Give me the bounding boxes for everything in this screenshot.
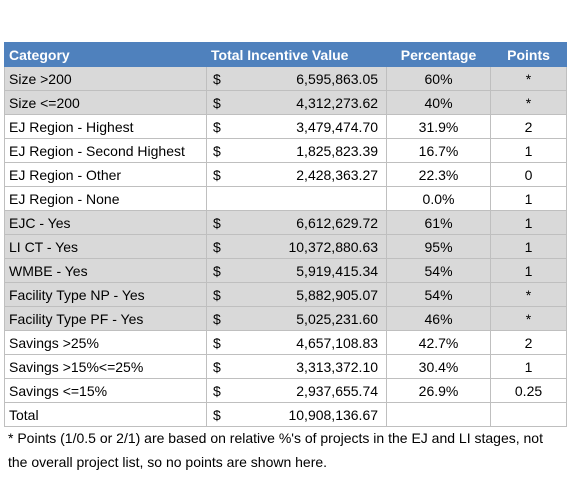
- category-cell: EJ Region - None: [4, 186, 207, 211]
- points-cell: *: [490, 66, 568, 91]
- table-row: EJC - Yes $6,612,629.72 61% 1: [4, 210, 568, 235]
- points-cell: 1: [490, 234, 568, 259]
- percentage-cell: 60%: [386, 66, 492, 91]
- points-cell: *: [490, 90, 568, 115]
- points-cell: 1: [490, 210, 568, 235]
- value-cell: 3,313,372.10: [228, 354, 388, 379]
- incentive-table: Category Total Incentive Value Percentag…: [4, 42, 568, 427]
- value-cell: 1,825,823.39: [228, 138, 388, 163]
- points-cell: [490, 402, 568, 427]
- table-row: Savings >15%<=25% $3,313,372.10 30.4% 1: [4, 354, 568, 379]
- value-cell: 5,919,415.34: [228, 258, 388, 283]
- header-row: Category Total Incentive Value Percentag…: [4, 42, 568, 67]
- header-cell: Points: [490, 42, 568, 67]
- category-cell: EJ Region - Second Highest: [4, 138, 207, 163]
- category-cell: EJC - Yes: [4, 210, 207, 235]
- category-cell: LI CT - Yes: [4, 234, 207, 259]
- table-container: Category Total Incentive Value Percentag…: [4, 42, 568, 427]
- value-cell: 4,312,273.62: [228, 90, 388, 115]
- points-cell: 1: [490, 258, 568, 283]
- points-cell: 2: [490, 330, 568, 355]
- value-cell: 5,882,905.07: [228, 282, 388, 307]
- table-row: EJ Region - Other $2,428,363.27 22.3% 0: [4, 162, 568, 187]
- table-row: WMBE - Yes $5,919,415.34 54% 1: [4, 258, 568, 283]
- table-row: Savings <=15% $2,937,655.74 26.9% 0.25: [4, 378, 568, 403]
- category-cell: Savings >25%: [4, 330, 207, 355]
- category-cell: Facility Type PF - Yes: [4, 306, 207, 331]
- percentage-cell: 22.3%: [386, 162, 492, 187]
- currency-cell: $: [206, 162, 229, 187]
- table-row: EJ Region - Highest $3,479,474.70 31.9% 2: [4, 114, 568, 139]
- value-cell: 4,657,108.83: [228, 330, 388, 355]
- percentage-cell: 61%: [386, 210, 492, 235]
- percentage-cell: 54%: [386, 258, 492, 283]
- category-cell: Total: [4, 402, 207, 427]
- category-cell: Facility Type NP - Yes: [4, 282, 207, 307]
- value-cell: 3,479,474.70: [228, 114, 388, 139]
- category-cell: EJ Region - Other: [4, 162, 207, 187]
- currency-cell: $: [206, 210, 229, 235]
- table-row: EJ Region - Second Highest $1,825,823.39 1…: [4, 138, 568, 163]
- points-cell: 0: [490, 162, 568, 187]
- value-cell: 10,908,136.67: [228, 402, 388, 427]
- percentage-cell: 0.0%: [386, 186, 492, 211]
- table-row: LI CT - Yes $10,372,880.63 95% 1: [4, 234, 568, 259]
- percentage-cell: 30.4%: [386, 354, 492, 379]
- currency-cell: $: [206, 138, 229, 163]
- currency-cell: $: [206, 402, 229, 427]
- value-cell: 2,937,655.74: [228, 378, 388, 403]
- category-cell: Savings <=15%: [4, 378, 207, 403]
- currency-cell: $: [206, 306, 229, 331]
- points-cell: 2: [490, 114, 568, 139]
- header-cell: Percentage: [386, 42, 492, 67]
- category-cell: Size >200: [4, 66, 207, 91]
- value-cell: 5,025,231.60: [228, 306, 388, 331]
- table-row: Facility Type NP - Yes $5,882,905.07 54% *: [4, 282, 568, 307]
- currency-cell: $: [206, 90, 229, 115]
- value-cell: 2,428,363.27: [228, 162, 388, 187]
- percentage-cell: 95%: [386, 234, 492, 259]
- points-cell: *: [490, 282, 568, 307]
- value-cell: 10,372,880.63: [228, 234, 388, 259]
- percentage-cell: [386, 402, 492, 427]
- currency-cell: $: [206, 330, 229, 355]
- points-cell: *: [490, 306, 568, 331]
- percentage-cell: 31.9%: [386, 114, 492, 139]
- category-cell: Savings >15%<=25%: [4, 354, 207, 379]
- footnote: * Points (1/0.5 or 2/1) are based on rel…: [8, 430, 543, 470]
- points-cell: 1: [490, 138, 568, 163]
- percentage-cell: 54%: [386, 282, 492, 307]
- table-row: Total $10,908,136.67: [4, 402, 568, 427]
- value-cell: [228, 186, 388, 211]
- category-cell: Size <=200: [4, 90, 207, 115]
- percentage-cell: 46%: [386, 306, 492, 331]
- points-cell: 1: [490, 354, 568, 379]
- table-row: Facility Type PF - Yes $5,025,231.60 46% *: [4, 306, 568, 331]
- currency-cell: $: [206, 258, 229, 283]
- percentage-cell: 42.7%: [386, 330, 492, 355]
- value-cell: 6,612,629.72: [228, 210, 388, 235]
- currency-cell: $: [206, 234, 229, 259]
- currency-cell: $: [206, 114, 229, 139]
- category-cell: WMBE - Yes: [4, 258, 207, 283]
- value-cell: 6,595,863.05: [228, 66, 388, 91]
- currency-cell: [206, 186, 229, 211]
- currency-cell: $: [206, 282, 229, 307]
- table-row: Size <=200 $4,312,273.62 40% *: [4, 90, 568, 115]
- table-row: Savings >25% $4,657,108.83 42.7% 2: [4, 330, 568, 355]
- category-cell: EJ Region - Highest: [4, 114, 207, 139]
- points-cell: 0.25: [490, 378, 568, 403]
- header-cell: Category: [4, 42, 207, 67]
- points-cell: 1: [490, 186, 568, 211]
- currency-cell: $: [206, 378, 229, 403]
- header-cell: Total Incentive Value: [205, 42, 388, 67]
- table-row: Size >200 $6,595,863.05 60% *: [4, 66, 568, 91]
- currency-cell: $: [206, 66, 229, 91]
- table-row: EJ Region - None 0.0% 1: [4, 186, 568, 211]
- percentage-cell: 26.9%: [386, 378, 492, 403]
- currency-cell: $: [206, 354, 229, 379]
- percentage-cell: 40%: [386, 90, 492, 115]
- percentage-cell: 16.7%: [386, 138, 492, 163]
